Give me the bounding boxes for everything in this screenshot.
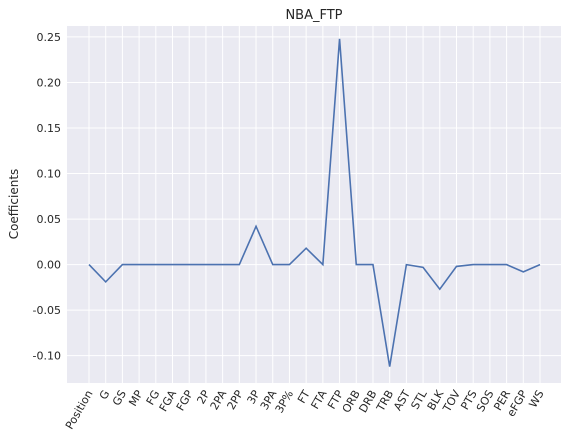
x-tick-label: FG bbox=[144, 388, 163, 407]
x-tick-label: MP bbox=[126, 388, 146, 409]
x-tick-label: 2P bbox=[194, 388, 212, 407]
x-tick-label: GS bbox=[110, 388, 129, 408]
y-tick-label: 0.25 bbox=[37, 31, 62, 44]
x-tick-label: 2PA bbox=[208, 388, 230, 413]
y-axis-ticks: -0.10 -0.05 0.00 0.05 0.10 0.15 0.20 0.25 bbox=[33, 31, 61, 363]
y-tick-label: -0.05 bbox=[33, 304, 61, 317]
x-tick-label: FTA bbox=[308, 388, 329, 412]
x-tick-label: Position bbox=[63, 388, 96, 432]
plot-background bbox=[67, 26, 561, 383]
x-tick-label: 3P% bbox=[273, 388, 296, 415]
grid-lines bbox=[67, 26, 561, 383]
y-axis-label: Coefficients bbox=[7, 169, 21, 240]
y-tick-label: -0.10 bbox=[33, 350, 61, 363]
chart-title: NBA_FTP bbox=[285, 8, 342, 23]
x-tick-label: 3P bbox=[245, 388, 263, 407]
x-tick-label: AST bbox=[391, 388, 413, 413]
x-tick-label: WS bbox=[526, 388, 546, 410]
x-tick-label: SOS bbox=[474, 388, 497, 414]
x-tick-label: FT bbox=[295, 388, 313, 406]
y-tick-label: 0.00 bbox=[37, 259, 62, 272]
y-tick-label: 0.05 bbox=[37, 213, 62, 226]
coefficient-line bbox=[88, 38, 541, 367]
x-tick-label: FGA bbox=[157, 388, 180, 414]
x-tick-label: 2PP bbox=[225, 388, 247, 412]
y-tick-label: 0.15 bbox=[37, 122, 62, 135]
y-tick-label: 0.10 bbox=[37, 168, 62, 181]
x-tick-label: FGP bbox=[174, 388, 196, 413]
y-tick-label: 0.20 bbox=[37, 76, 62, 89]
x-tick-label: TRB bbox=[374, 388, 397, 414]
